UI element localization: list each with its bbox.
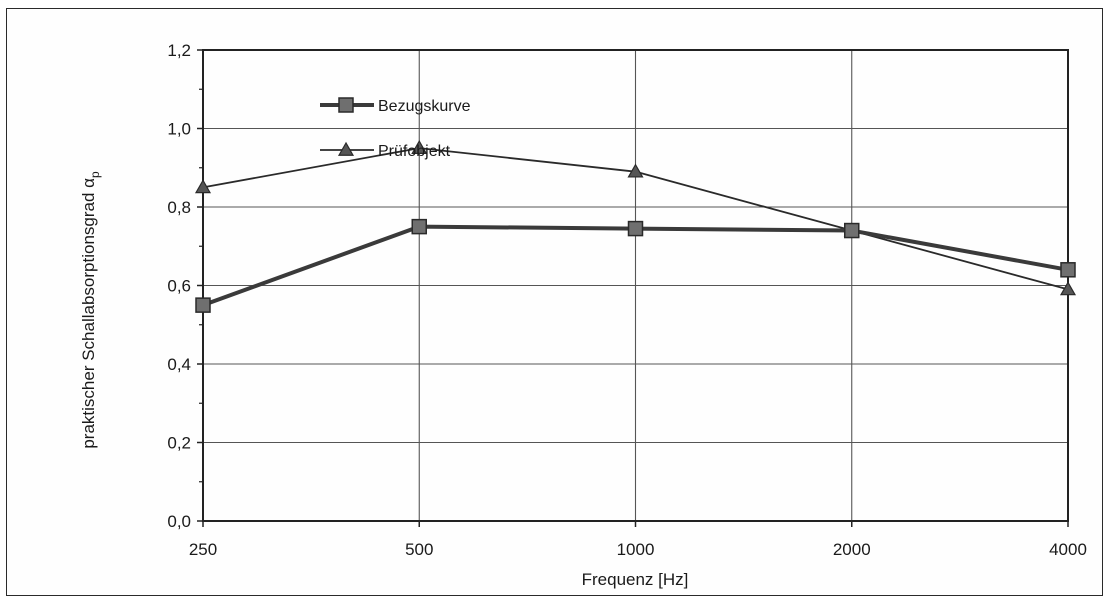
legend: Bezugskurve Prüfobjekt xyxy=(320,97,471,160)
legend-marker xyxy=(338,97,354,113)
x-tick-label: 1000 xyxy=(617,540,655,559)
y-tick-label: 0,4 xyxy=(167,355,191,374)
x-tick-label: 2000 xyxy=(833,540,871,559)
data-point xyxy=(194,179,212,194)
y-tick-label: 0,2 xyxy=(167,434,191,453)
data-point xyxy=(627,220,644,237)
grid-lines xyxy=(203,50,1068,521)
y-axis-label: praktischer Schallabsorptionsgrad αp xyxy=(79,171,102,449)
legend-label: Prüfobjekt xyxy=(378,143,451,160)
data-point xyxy=(1060,262,1076,278)
data-point xyxy=(195,297,211,313)
chart-frame xyxy=(6,8,1103,596)
legend-item: Bezugskurve xyxy=(320,97,471,115)
series-layer xyxy=(194,139,1077,313)
x-axis-label: Frequenz [Hz] xyxy=(582,570,689,589)
y-axis: 0,0 0,2 0,4 0,6 0,8 1,0 1,2 xyxy=(167,41,203,531)
x-axis: 250 500 1000 2000 4000 xyxy=(189,521,1087,559)
data-point xyxy=(1059,281,1077,296)
data-point xyxy=(627,163,644,178)
data-point xyxy=(411,139,428,154)
legend-marker xyxy=(337,141,355,156)
y-tick-label: 0,8 xyxy=(167,198,191,217)
series-bezugskurve xyxy=(195,218,1076,313)
legend-label: Bezugskurve xyxy=(378,98,471,115)
y-tick-label: 0,0 xyxy=(167,512,191,531)
x-tick-label: 4000 xyxy=(1049,540,1087,559)
data-point xyxy=(411,218,427,235)
y-axis-label-main: praktischer Schallabsorptionsgrad α xyxy=(79,178,98,449)
legend-item: Prüfobjekt xyxy=(320,141,451,160)
y-axis-label-subscript: p xyxy=(88,171,102,178)
x-tick-label: 500 xyxy=(405,540,433,559)
y-tick-label: 1,2 xyxy=(167,41,191,60)
data-point xyxy=(844,222,860,239)
y-tick-label: 0,6 xyxy=(167,277,191,296)
y-tick-label: 1,0 xyxy=(167,120,191,139)
x-tick-label: 250 xyxy=(189,540,217,559)
